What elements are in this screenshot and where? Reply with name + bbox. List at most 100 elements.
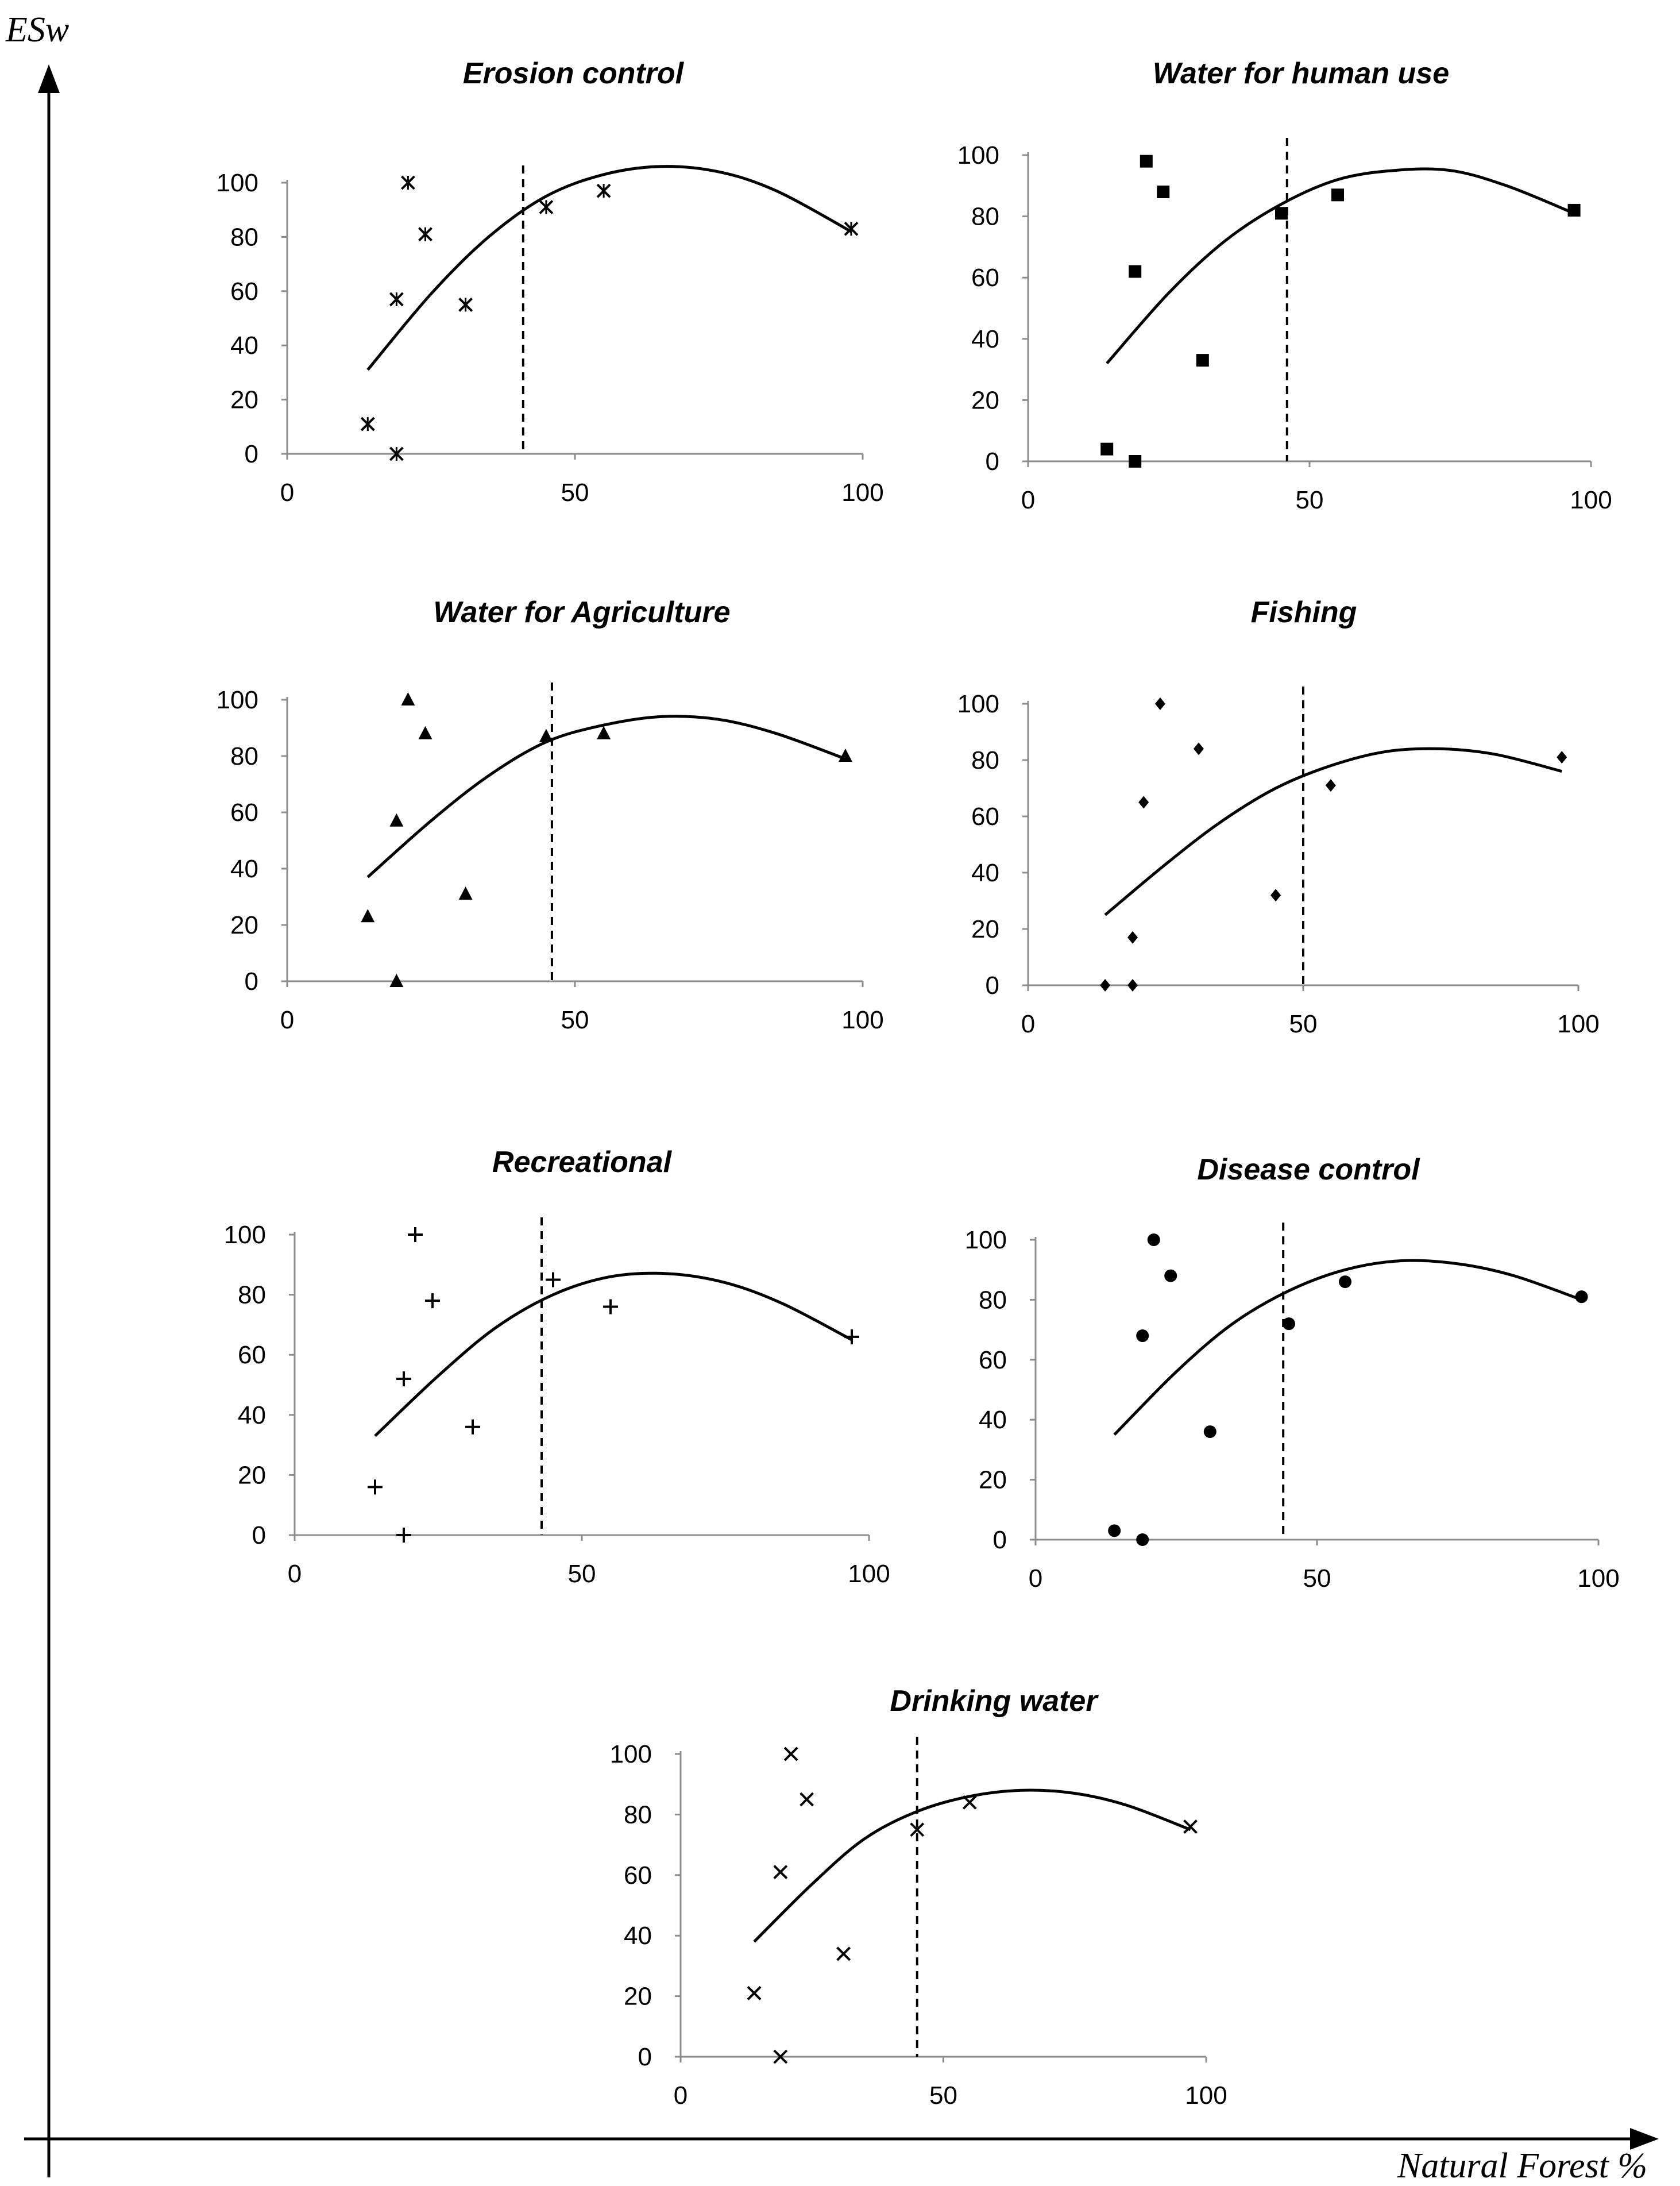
data-point-mark <box>800 1792 814 1807</box>
data-point <box>1339 1275 1351 1289</box>
data-point-mark <box>747 1985 762 2000</box>
data-point-mark <box>1339 1275 1351 1289</box>
data-point <box>1331 188 1344 202</box>
panel-title: Fishing <box>1251 596 1357 629</box>
data-point <box>389 974 404 987</box>
data-point-mark <box>1154 697 1165 710</box>
y-tick-label: 80 <box>230 223 258 251</box>
data-point-mark <box>539 728 553 742</box>
data-point <box>396 1528 411 1543</box>
y-tick-label: 0 <box>993 1526 1007 1554</box>
data-point <box>458 886 473 900</box>
data-point <box>389 446 404 461</box>
y-tick-label: 80 <box>971 746 999 774</box>
y-tick-label: 100 <box>224 1221 266 1249</box>
data-point <box>1129 265 1142 278</box>
data-point <box>1567 203 1581 217</box>
data-point <box>1157 185 1170 198</box>
data-point <box>1140 155 1153 168</box>
outer-y-axis-arrow <box>38 64 60 93</box>
x-tick-label: 100 <box>841 1006 883 1034</box>
x-tick-label: 100 <box>1557 1010 1599 1038</box>
trend-curve <box>374 1271 853 1437</box>
data-point <box>465 1419 480 1435</box>
data-point-mark <box>401 692 415 705</box>
panel-title: Water for Agriculture <box>433 596 730 629</box>
data-point <box>1108 1524 1121 1537</box>
data-point <box>1136 1329 1149 1343</box>
data-point <box>596 183 611 198</box>
panel-drinking-water: Drinking water 0 20 40 60 80 100 0 50 100 <box>610 1684 1227 2110</box>
y-tick-label: 100 <box>610 1740 652 1768</box>
y-tick-label: 80 <box>979 1286 1007 1314</box>
outer-axes: ESw Natural Forest % <box>5 10 1659 2185</box>
data-point-mark <box>1136 1329 1149 1343</box>
y-tick-label: 20 <box>979 1466 1007 1494</box>
data-point-mark <box>1575 1290 1588 1304</box>
data-point-mark <box>1127 931 1138 944</box>
data-point <box>425 1293 440 1309</box>
x-tick-label: 0 <box>1021 486 1035 514</box>
y-tick-label: 20 <box>624 1983 652 2011</box>
data-point <box>396 1371 411 1387</box>
x-tick-label: 100 <box>1577 1564 1619 1593</box>
y-tick-label: 80 <box>971 203 999 231</box>
data-point-mark <box>1325 779 1336 792</box>
panel-disease-control: Disease control 0 20 40 60 80 100 0 50 100 <box>965 1153 1620 1593</box>
panel-water-for-human-use: Water for human use 0 20 40 60 80 100 0 50 100 <box>957 57 1612 514</box>
trend-curve <box>366 715 846 878</box>
data-point <box>1147 1233 1160 1246</box>
y-tick-label: 80 <box>230 742 258 770</box>
outer-x-axis-label: Natural Forest % <box>1397 2146 1647 2185</box>
data-point-mark <box>910 1822 925 1837</box>
x-tick-label: 0 <box>674 2081 688 2110</box>
y-tick-label: 60 <box>971 264 999 292</box>
data-point <box>838 749 852 762</box>
data-point-mark <box>1283 1317 1295 1331</box>
panel-erosion-control: Erosion control 0 20 40 60 80 100 0 50 100 <box>217 57 884 507</box>
data-point-mark <box>1138 796 1149 809</box>
data-point <box>1193 742 1204 755</box>
data-point-mark <box>1157 185 1170 198</box>
y-tick-label: 40 <box>238 1401 266 1429</box>
y-tick-label: 100 <box>957 141 999 169</box>
data-point-mark <box>389 974 404 987</box>
data-point <box>836 1946 851 1961</box>
x-tick-label: 100 <box>1570 486 1612 514</box>
data-point-mark <box>1567 203 1581 217</box>
data-point <box>401 175 415 190</box>
trend-curve <box>753 1788 1191 1943</box>
data-point-mark <box>1108 1524 1121 1537</box>
data-point-mark <box>389 813 404 827</box>
y-tick-label: 80 <box>624 1801 652 1829</box>
y-tick-label: 40 <box>230 331 258 360</box>
data-point <box>1183 1819 1198 1834</box>
data-point-mark <box>1127 979 1138 992</box>
x-tick-label: 0 <box>280 479 294 507</box>
data-point-mark <box>1196 354 1209 367</box>
data-point-mark <box>1203 1425 1216 1439</box>
data-point-mark <box>597 726 611 739</box>
data-point-mark <box>1147 1233 1160 1246</box>
y-tick-label: 60 <box>230 799 258 827</box>
data-point-mark <box>1183 1819 1198 1834</box>
trend-curve <box>1104 747 1562 916</box>
x-tick-label: 0 <box>280 1006 294 1034</box>
panel-fishing: Fishing 0 20 40 60 80 100 0 50 100 <box>957 596 1600 1038</box>
y-tick-label: 80 <box>238 1281 266 1309</box>
y-tick-label: 0 <box>986 448 999 476</box>
y-tick-label: 40 <box>624 1922 652 1950</box>
y-tick-label: 20 <box>971 386 999 414</box>
trend-curve <box>366 165 852 371</box>
y-tick-label: 20 <box>230 911 258 939</box>
y-tick-label: 40 <box>230 855 258 883</box>
data-point <box>1283 1317 1295 1331</box>
y-tick-label: 100 <box>217 169 258 197</box>
y-tick-label: 60 <box>230 277 258 306</box>
y-tick-label: 40 <box>971 859 999 887</box>
data-point <box>910 1822 925 1837</box>
data-point <box>458 297 473 312</box>
panel-title: Disease control <box>1197 1153 1420 1186</box>
data-point-mark <box>1129 455 1142 468</box>
